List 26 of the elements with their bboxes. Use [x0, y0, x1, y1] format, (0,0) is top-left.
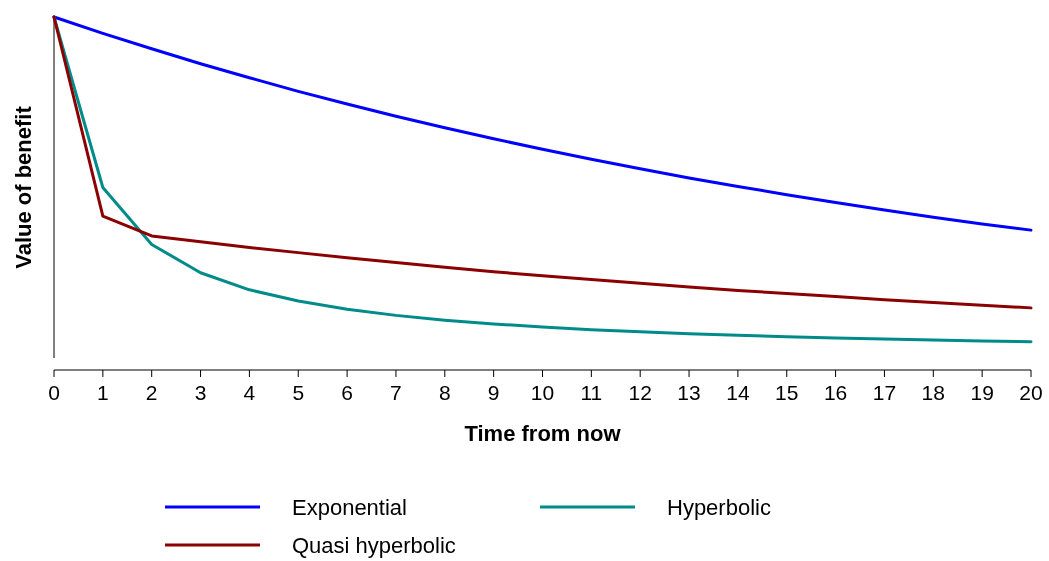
- x-tick-label: 1: [97, 381, 109, 404]
- x-tick-label: 18: [921, 381, 945, 404]
- x-tick-label: 12: [628, 381, 652, 404]
- x-axis-title: Time from now: [464, 421, 622, 446]
- legend-label: Quasi hyperbolic: [292, 533, 456, 558]
- x-tick-label: 14: [726, 381, 750, 404]
- x-tick-label: 15: [775, 381, 799, 404]
- x-tick-label: 5: [292, 381, 305, 404]
- x-tick-label: 3: [194, 381, 207, 404]
- x-tick-label: 4: [243, 381, 256, 404]
- x-tick-label: 10: [530, 381, 555, 404]
- x-tick-label: 20: [1019, 381, 1043, 404]
- x-tick-label: 7: [390, 381, 402, 404]
- x-tick-label: 13: [677, 381, 701, 404]
- x-tick-label: 16: [823, 381, 848, 404]
- legend-label: Exponential: [292, 495, 407, 520]
- x-tick-label: 6: [341, 381, 353, 404]
- x-tick-label: 9: [487, 381, 500, 404]
- x-tick-label: 19: [970, 381, 994, 404]
- y-axis-title: Value of benefit: [11, 105, 36, 269]
- x-tick-label: 17: [872, 381, 897, 404]
- x-tick-label: 2: [145, 381, 158, 404]
- x-tick-label: 8: [438, 381, 451, 404]
- x-tick-label: 11: [580, 381, 603, 404]
- x-tick-label: 0: [48, 381, 60, 404]
- legend-label: Hyperbolic: [667, 495, 771, 520]
